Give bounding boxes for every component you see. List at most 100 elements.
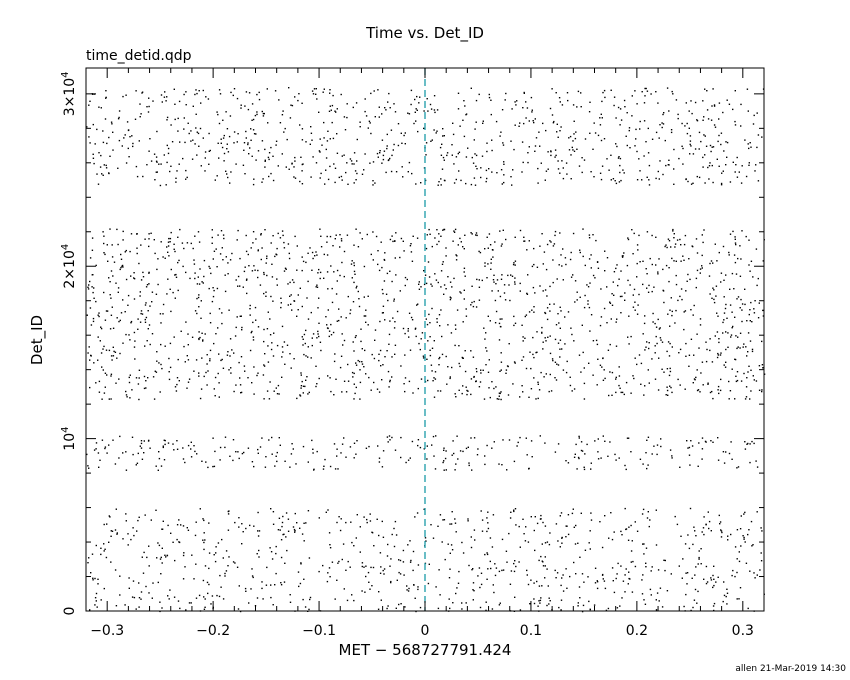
data-point xyxy=(554,451,557,453)
data-point xyxy=(685,178,687,180)
data-point xyxy=(507,274,509,277)
data-point xyxy=(409,349,412,351)
data-point xyxy=(488,387,490,389)
data-point xyxy=(676,523,679,526)
data-point xyxy=(204,606,206,608)
data-point xyxy=(567,462,570,464)
data-point xyxy=(248,92,251,94)
data-point xyxy=(148,150,150,152)
data-point xyxy=(734,358,736,360)
data-point xyxy=(501,538,504,541)
data-point xyxy=(428,563,430,565)
data-point xyxy=(549,303,551,305)
data-point xyxy=(439,594,441,596)
data-point xyxy=(698,558,700,560)
data-point xyxy=(638,293,640,296)
data-point xyxy=(268,152,271,154)
data-point xyxy=(730,533,732,536)
data-point xyxy=(122,239,124,241)
data-point xyxy=(254,306,257,309)
data-point xyxy=(136,530,138,532)
data-point xyxy=(227,351,229,353)
data-point xyxy=(394,321,396,323)
data-point xyxy=(355,364,358,366)
data-point xyxy=(587,576,589,578)
data-point xyxy=(389,320,391,322)
data-point xyxy=(712,586,714,589)
data-point xyxy=(161,547,163,549)
data-point xyxy=(257,276,259,279)
data-point xyxy=(649,257,651,260)
data-point xyxy=(133,278,136,280)
x-tick-label: −0.2 xyxy=(196,623,230,639)
data-point xyxy=(684,388,686,390)
data-point xyxy=(270,584,272,586)
data-point xyxy=(160,573,162,575)
x-tick-label: 0.1 xyxy=(520,623,542,639)
data-point xyxy=(201,332,203,334)
data-point xyxy=(707,383,709,385)
data-point xyxy=(647,511,649,513)
data-point xyxy=(761,390,763,393)
data-point xyxy=(594,567,597,569)
data-point xyxy=(581,450,584,452)
data-point xyxy=(574,280,577,282)
data-point xyxy=(708,165,711,167)
data-point xyxy=(540,162,542,164)
data-point xyxy=(152,582,154,584)
data-point xyxy=(127,129,130,132)
data-point xyxy=(186,242,189,244)
data-point xyxy=(416,304,418,306)
data-point xyxy=(606,322,608,324)
data-point xyxy=(609,302,612,304)
data-point xyxy=(419,348,421,351)
data-point xyxy=(684,310,687,312)
data-point xyxy=(562,590,565,592)
data-point xyxy=(439,146,442,149)
data-point xyxy=(125,390,127,393)
data-point xyxy=(624,464,626,467)
data-point xyxy=(722,321,724,324)
data-point xyxy=(185,609,187,611)
data-point xyxy=(251,575,254,577)
data-point xyxy=(731,311,733,313)
data-point xyxy=(194,93,196,96)
data-point xyxy=(351,594,353,596)
data-point xyxy=(554,338,557,341)
data-point xyxy=(334,353,336,355)
data-point xyxy=(303,578,305,580)
data-point xyxy=(611,567,614,569)
data-point xyxy=(88,557,90,559)
data-point xyxy=(265,456,267,458)
data-point xyxy=(86,314,88,316)
data-point xyxy=(542,348,544,350)
x-tick-label: 0.2 xyxy=(626,623,648,639)
data-point xyxy=(538,389,541,391)
data-point xyxy=(470,378,473,380)
data-point xyxy=(691,445,694,447)
data-point xyxy=(244,173,246,175)
data-point xyxy=(713,301,716,304)
data-point xyxy=(522,336,524,338)
data-point xyxy=(267,122,269,124)
data-point xyxy=(619,605,621,607)
data-point xyxy=(725,331,727,333)
data-point xyxy=(638,354,641,356)
data-point xyxy=(762,367,764,369)
data-point xyxy=(285,512,288,514)
data-point xyxy=(381,466,384,468)
data-point xyxy=(204,333,206,335)
data-point xyxy=(515,565,517,568)
data-point xyxy=(272,511,275,513)
data-point xyxy=(458,345,460,347)
data-point xyxy=(446,152,449,154)
data-point xyxy=(294,531,296,533)
data-point xyxy=(203,519,205,522)
data-point xyxy=(108,277,110,279)
data-point xyxy=(590,512,592,514)
data-point xyxy=(686,440,688,442)
data-point xyxy=(463,298,465,300)
data-point xyxy=(679,466,681,468)
data-point xyxy=(578,354,581,356)
data-point xyxy=(353,281,355,284)
